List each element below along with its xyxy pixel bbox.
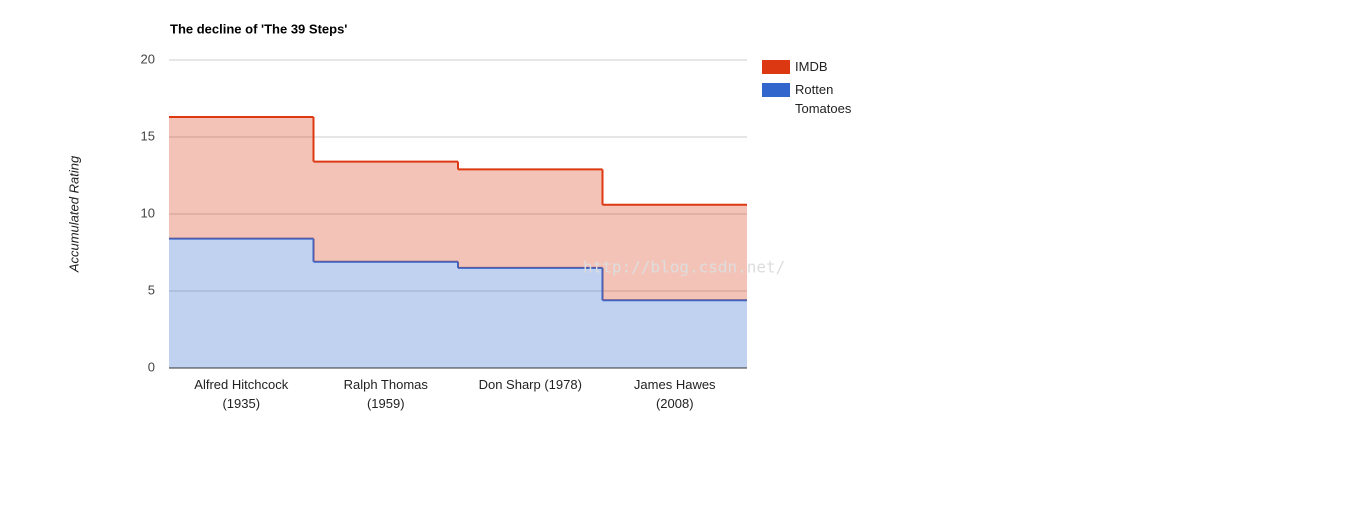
area-step (602, 300, 747, 368)
y-tick-label: 5 (148, 282, 155, 297)
y-tick-label: 0 (148, 359, 155, 374)
area-step (313, 161, 458, 262)
legend-label: IMDB (795, 59, 828, 74)
area-step (169, 116, 314, 239)
legend-label: Rotten Tomatoes (795, 82, 852, 116)
area-step (458, 169, 603, 268)
legend-swatch (762, 83, 790, 97)
watermark: http://blog.csdn.net/ (583, 258, 785, 277)
x-tick-label: Alfred Hitchcock (1935) (194, 377, 289, 411)
y-tick-label: 15 (141, 128, 155, 143)
legend-swatch (762, 60, 790, 74)
chart-title: The decline of 'The 39 Steps' (170, 21, 347, 36)
y-tick-label: 10 (141, 205, 155, 220)
x-tick-label: Ralph Thomas (1959) (343, 377, 428, 411)
area-step (602, 204, 747, 301)
y-tick-label: 20 (141, 51, 155, 66)
x-tick-label: Don Sharp (1978) (478, 377, 582, 392)
area-step (458, 267, 603, 368)
y-axis-label: Accumulated Rating (66, 155, 81, 273)
area-step (169, 238, 314, 368)
area-step (313, 261, 458, 368)
x-tick-label: James Hawes (2008) (633, 377, 716, 411)
